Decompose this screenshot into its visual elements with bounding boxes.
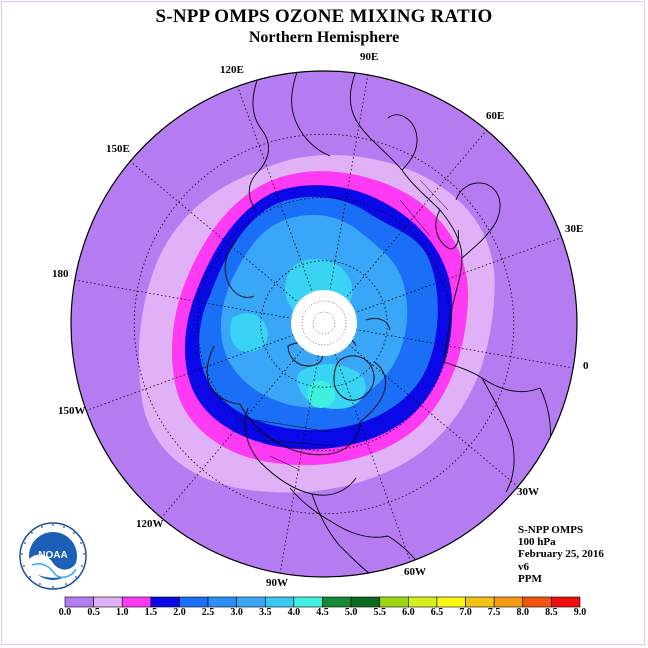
graticule [74, 74, 574, 574]
lon-label-0: 0 [583, 360, 589, 372]
colorbar-tick-label: 7.0 [459, 607, 472, 618]
coastlines [206, 71, 551, 577]
colorbar-tick-label: 1.5 [144, 607, 158, 618]
colorbar-tick-label: 7.5 [487, 607, 501, 618]
noaa-logo-text: NOAA [38, 550, 67, 561]
colorbar-tick-label: 4.0 [287, 607, 301, 618]
colorbar-tick-label: 8.5 [545, 607, 558, 618]
lon-label-90e: 90E [360, 51, 379, 63]
info-date: February 25, 2016 [518, 548, 604, 561]
map-disc-outline [70, 70, 578, 578]
page-subtitle: Northern Hemisphere [248, 29, 400, 46]
page-title: S-NPP OMPS OZONE MIXING RATIO [155, 6, 493, 27]
colorbar-tick-label: 9.0 [573, 607, 587, 618]
colorbar-tick-label: 5.0 [344, 607, 358, 618]
colorbar-tick-label: 3.5 [259, 607, 272, 618]
colorbar-tick-label: 0.5 [87, 607, 100, 618]
latitude-circle [197, 197, 451, 451]
colorbar-tick-label: 6.5 [430, 607, 444, 618]
latitude-circle [133, 133, 515, 515]
colorbar-tick-label: 6.0 [402, 607, 415, 618]
band-teal [307, 380, 336, 408]
info-instrument: S-NPP OMPS [518, 524, 584, 536]
info-block: S-NPP OMPS 100 hPa February 25, 2016 v6 … [518, 524, 604, 585]
lon-label-60w: 60W [404, 566, 426, 578]
latitude-circle [260, 260, 388, 388]
lon-label-120w: 120W [136, 518, 164, 530]
info-version: v6 [518, 560, 529, 573]
lon-label-30w: 30W [517, 486, 539, 498]
colorbar-tick-label: 0.0 [58, 607, 72, 618]
border-lines [255, 179, 449, 471]
colorbar-tick-label: 5.5 [373, 607, 386, 618]
colorbar-tick-label: 3.0 [230, 607, 243, 618]
lon-label-150e: 150E [106, 143, 130, 155]
info-level: 100 hPa [518, 536, 556, 549]
colorbar-tick-label: 2.0 [173, 607, 186, 618]
noaa-logo: NOAA [19, 522, 87, 590]
pole-cap [291, 290, 357, 356]
pole-cap-hatch [301, 300, 347, 346]
lon-label-120e: 120E [220, 64, 244, 76]
info-units: PPM [518, 572, 542, 585]
lon-label-180: 180 [52, 268, 69, 280]
lon-label-60e: 60E [486, 110, 505, 122]
colorbar-tick-label: 8.0 [516, 607, 530, 618]
colorbar-tick-label: 4.5 [316, 607, 329, 618]
lon-label-150w: 150W [58, 405, 86, 417]
colorbar-tick-label: 1.0 [115, 607, 129, 618]
lon-label-90w: 90W [266, 577, 288, 589]
colorbar-tick-label: 2.5 [201, 607, 215, 618]
lon-label-30e: 30E [565, 223, 584, 235]
band-cyan-2 [230, 313, 268, 352]
